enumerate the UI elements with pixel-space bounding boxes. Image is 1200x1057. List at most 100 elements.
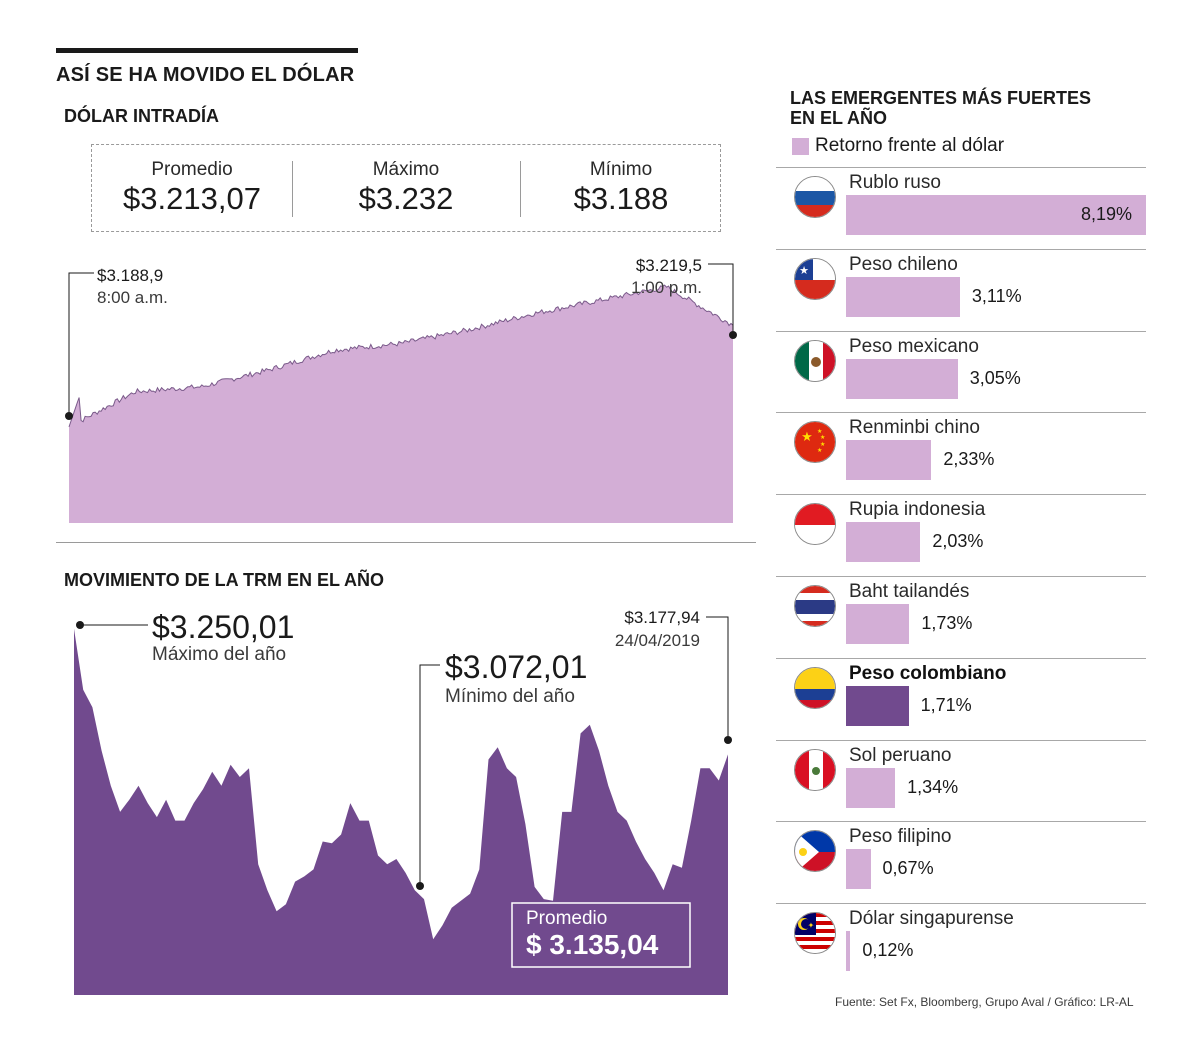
bar-value-label: 1,71%	[920, 694, 972, 715]
currency-name: Peso colombiano	[849, 662, 1007, 684]
row-separator	[776, 167, 1146, 168]
flag-singapore-icon: ✦	[794, 912, 836, 955]
flag-mexico-icon	[794, 339, 836, 382]
intraday-stats-box: Promedio $3.213,07 Máximo $3.232 Mínimo …	[91, 144, 721, 232]
row-separator	[776, 821, 1146, 823]
annual-average-label: Promedio	[526, 908, 607, 929]
bar	[846, 522, 921, 563]
bar-value-label: 1,34%	[907, 776, 959, 797]
section-divider	[56, 542, 756, 543]
row-separator	[776, 903, 1146, 905]
annual-chart: $3.250,01 Máximo del año $3.072,01 Mínim…	[74, 608, 732, 995]
intraday-end-time: 1:00 p.m.	[631, 278, 702, 297]
annual-min-dot	[416, 882, 424, 890]
currency-name: Peso chileno	[849, 253, 958, 275]
intraday-line	[68, 284, 734, 428]
svg-text:★: ★	[801, 429, 813, 444]
flag-indonesia-icon	[794, 503, 836, 546]
intraday-start-leader	[68, 272, 94, 416]
stat-max-label: Máximo	[372, 159, 440, 180]
intraday-start-time: 8:00 a.m.	[97, 288, 168, 307]
stat-max-value: $3.232	[358, 181, 454, 216]
svg-text:★: ★	[799, 265, 809, 277]
annual-average-value: $ 3.135,04	[526, 929, 659, 960]
currency-name: Sol peruano	[849, 744, 952, 766]
annual-max-dot	[76, 621, 84, 629]
flag-philippines-icon	[794, 830, 836, 873]
bar	[846, 195, 1146, 235]
svg-text:★: ★	[820, 434, 825, 441]
row-separator	[776, 739, 1146, 741]
currency-name: Peso filipino	[849, 826, 952, 848]
currency-name: Peso mexicano	[849, 335, 979, 357]
flag-peru-icon	[794, 748, 836, 791]
flag-colombia-icon	[794, 666, 836, 709]
svg-text:★: ★	[817, 428, 822, 435]
bar	[846, 276, 960, 317]
intraday-end-leader	[708, 263, 734, 335]
annual-last-dot	[724, 736, 732, 744]
intraday-start-value: $3.188,9	[97, 266, 163, 285]
bar	[846, 849, 871, 890]
main-title: ASÍ SE HA MOVIDO EL DÓLAR	[56, 64, 355, 86]
annual-min-leader	[419, 664, 440, 886]
flag-russia-icon	[794, 176, 836, 218]
bar-value-label: 2,33%	[943, 449, 995, 470]
stat-max: Máximo $3.232	[293, 145, 519, 231]
annual-heading: MOVIMIENTO DE LA TRM EN EL AÑO	[64, 570, 385, 590]
svg-text:★: ★	[820, 441, 825, 448]
emerging-heading-line1: LAS EMERGENTES MÁS FUERTES	[790, 88, 1092, 108]
annual-last-value: $3.177,94	[624, 608, 700, 627]
bar-value-label: 3,11%	[971, 285, 1022, 306]
bar	[846, 440, 932, 481]
bar	[846, 767, 896, 808]
stat-average-label: Promedio	[151, 159, 233, 180]
bar	[846, 358, 958, 399]
annual-max-value: $3.250,01	[152, 609, 294, 645]
bar-value-label: 8,19%	[1081, 204, 1133, 224]
row-separator	[776, 330, 1146, 332]
bar	[846, 931, 851, 972]
intraday-end-value: $3.219,5	[636, 256, 702, 275]
flag-china-icon: ★ ★ ★ ★ ★	[794, 421, 836, 464]
flag-chile-icon: ★	[794, 257, 836, 300]
bar-value-label: 0,67%	[882, 858, 934, 879]
intraday-end-dot	[729, 331, 737, 339]
emerging-heading-line2: EN EL AÑO	[790, 108, 888, 128]
intraday-area	[69, 285, 733, 523]
currency-name: Dólar singapurense	[849, 908, 1014, 930]
annual-max-label: Máximo del año	[152, 644, 286, 665]
stat-separator	[520, 161, 521, 217]
title-rule	[56, 48, 358, 53]
intraday-start-dot	[65, 412, 73, 420]
currency-name: Rupia indonesia	[849, 499, 986, 521]
annual-last-date: 24/04/2019	[615, 631, 700, 650]
annual-min-value: $3.072,01	[445, 649, 587, 685]
stat-separator	[292, 161, 293, 217]
bar-value-label: 2,03%	[932, 531, 984, 552]
stat-average: Promedio $3.213,07	[92, 145, 292, 231]
svg-text:✦: ✦	[808, 921, 815, 930]
intraday-chart: $3.188,9 8:00 a.m. $3.219,5 1:00 p.m.	[65, 256, 737, 523]
currency-name: Baht tailandés	[849, 581, 970, 602]
row-separator	[776, 576, 1146, 577]
intraday-heading: DÓLAR INTRADÍA	[64, 106, 219, 126]
annual-last-leader	[706, 616, 729, 740]
legend-label: Retorno frente al dólar	[815, 135, 1005, 156]
row-separator	[776, 412, 1146, 414]
annual-min-label: Mínimo del año	[445, 686, 575, 707]
stat-min-value: $3.188	[573, 181, 669, 216]
source-note: Fuente: Set Fx, Bloomberg, Grupo Aval / …	[835, 995, 1134, 1009]
stat-min-label: Mínimo	[589, 159, 653, 180]
currency-name: Renminbi chino	[849, 417, 980, 439]
legend-swatch	[792, 138, 809, 155]
bar-value-label: 0,12%	[862, 940, 914, 961]
bar	[846, 685, 909, 726]
annual-average-box	[511, 902, 691, 968]
svg-text:★: ★	[817, 447, 822, 454]
currency-name: Rublo ruso	[849, 172, 941, 193]
bar-value-label: 3,05%	[969, 367, 1021, 388]
row-separator	[776, 248, 1146, 250]
row-separator	[776, 657, 1146, 659]
bar-value-label: 1,73%	[921, 613, 973, 633]
